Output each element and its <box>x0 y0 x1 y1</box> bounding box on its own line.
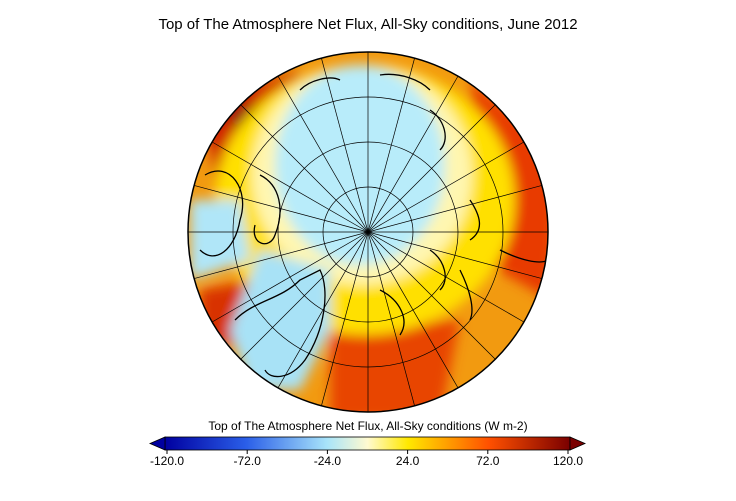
colorbar-tick-label: 120.0 <box>553 454 583 468</box>
parallel <box>322 186 414 278</box>
polar-map <box>188 52 548 412</box>
colorbar-label: Top of The Atmosphere Net Flux, All-Sky … <box>208 419 527 433</box>
colorbar <box>164 436 571 451</box>
colorbar-tick-label: -72.0 <box>234 454 262 468</box>
colorbar-high-arrow <box>569 436 587 451</box>
map-border <box>187 51 549 413</box>
colorbar-tick-label: -24.0 <box>314 454 342 468</box>
colorbar-low-arrow <box>148 436 166 451</box>
parallel <box>277 141 459 323</box>
colorbar-tick-label: 24.0 <box>396 454 420 468</box>
map-title: Top of The Atmosphere Net Flux, All-Sky … <box>158 16 577 33</box>
colorbar-tick-label: 72.0 <box>476 454 500 468</box>
parallel <box>232 96 504 368</box>
colorbar-tick-label: -120.0 <box>150 454 184 468</box>
